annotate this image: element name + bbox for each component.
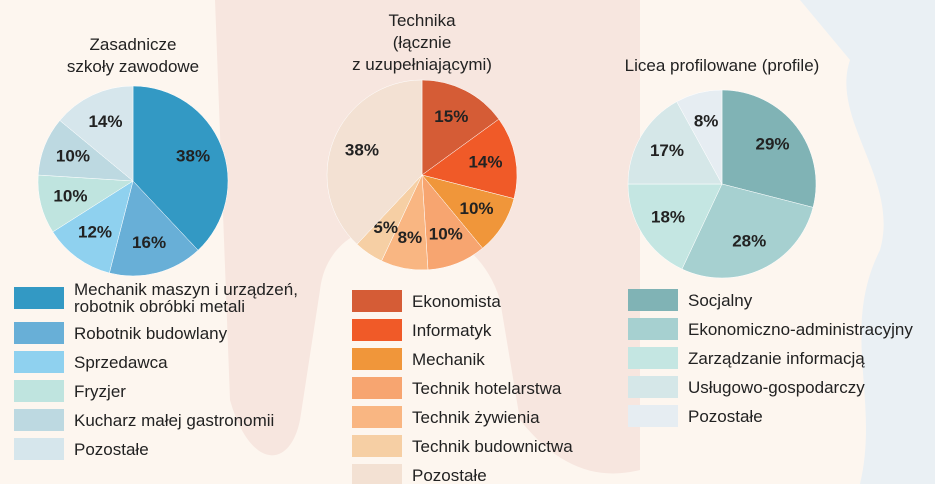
- data-label: 5%: [373, 218, 398, 237]
- legend-item: Pozostałe: [352, 464, 573, 484]
- legend-swatch: [14, 380, 64, 402]
- data-label: 29%: [755, 134, 789, 153]
- legend: Socjalny Ekonomiczno-administracyjny Zarzą…: [628, 289, 913, 427]
- legend-label: Ekonomista: [412, 291, 501, 311]
- pie-slice: [421, 118, 518, 199]
- legend-item: Kucharz małej gastronomii: [14, 409, 298, 431]
- data-label: 10%: [53, 187, 87, 206]
- chart-title: Licea profilowane (profile): [624, 56, 820, 75]
- data-label: 8%: [694, 112, 719, 131]
- legend-label: Usługowo-gospodarczy: [688, 377, 865, 397]
- legend-label: Pozostałe: [688, 406, 763, 426]
- data-label: 14%: [88, 112, 122, 131]
- legend-label: Pozostałe: [412, 465, 487, 484]
- legend-label: Kucharz małej gastronomii: [74, 410, 275, 430]
- legend-swatch: [352, 435, 402, 457]
- legend-label: Technik budownictwa: [412, 436, 573, 456]
- legend-item: Sprzedawca: [14, 351, 298, 373]
- data-label: 16%: [132, 233, 166, 252]
- data-label: 38%: [345, 141, 379, 160]
- pie-slice: [421, 79, 500, 176]
- data-label: 12%: [78, 223, 112, 242]
- data-label: 28%: [732, 231, 766, 250]
- data-label: 14%: [468, 152, 502, 171]
- legend-item: Technik żywienia: [352, 406, 573, 428]
- legend-item: Ekonomiczno-administracyjny: [628, 318, 913, 340]
- legend-swatch: [628, 347, 678, 369]
- pie-slice: [676, 89, 723, 185]
- data-label: 8%: [398, 228, 423, 247]
- pie-slice: [627, 183, 723, 270]
- legend-label: Socjalny: [688, 290, 753, 310]
- legend-swatch: [14, 438, 64, 460]
- chart-title: Technika (łącznie z uzupełniającymi): [352, 11, 492, 74]
- legend-swatch: [14, 287, 64, 309]
- legend-swatch: [628, 289, 678, 311]
- legend-item: Mechanik: [352, 348, 573, 370]
- legend-swatch: [628, 318, 678, 340]
- legend-label: Technik hotelarstwa: [412, 378, 562, 398]
- legend-item: Informatyk: [352, 319, 573, 341]
- legend-item: Pozostałe: [14, 438, 298, 460]
- legend: Ekonomista Informatyk Mechanik Technik hote…: [352, 290, 573, 484]
- data-label: 38%: [176, 147, 210, 166]
- data-label: 10%: [460, 199, 494, 218]
- legend-item: Robotnik budowlany: [14, 322, 298, 344]
- chart-title: Zasadnicze szkoły zawodowe: [66, 35, 200, 76]
- legend-label: Mechanik maszyn i urządzeń, robotnik obr…: [74, 280, 298, 316]
- legend-label: Sprzedawca: [74, 352, 168, 372]
- legend-item: Fryzjer: [14, 380, 298, 402]
- legend-item: Technik budownictwa: [352, 435, 573, 457]
- legend-swatch: [352, 377, 402, 399]
- legend-label: Technik żywienia: [412, 407, 540, 427]
- legend-swatch: [628, 376, 678, 398]
- background-map: [800, 0, 935, 484]
- legend-swatch: [14, 322, 64, 344]
- legend-label: Robotnik budowlany: [74, 323, 228, 343]
- legend-item: Zarządzanie informacją: [628, 347, 913, 369]
- data-label: 17%: [650, 141, 684, 160]
- legend-item: Pozostałe: [628, 405, 913, 427]
- legend: Mechanik maszyn i urządzeń, robotnik obr…: [14, 281, 298, 460]
- background-shape: [215, 0, 640, 474]
- legend-swatch: [352, 464, 402, 484]
- legend-swatch: [14, 351, 64, 373]
- pie-slice: [109, 180, 199, 277]
- legend-swatch: [628, 405, 678, 427]
- legend-item: Mechanik maszyn i urządzeń, robotnik obr…: [14, 281, 298, 315]
- legend-swatch: [352, 319, 402, 341]
- pie-slice: [721, 89, 817, 208]
- pie-slice: [132, 85, 229, 251]
- legend-item: Socjalny: [628, 289, 913, 311]
- pie-slice: [59, 85, 134, 182]
- legend-label: Ekonomiczno-administracyjny: [688, 319, 913, 339]
- data-label: 18%: [651, 208, 685, 227]
- pie-slice: [627, 101, 723, 185]
- pie-slice: [52, 180, 134, 274]
- legend-swatch: [352, 406, 402, 428]
- legend-item: Ekonomista: [352, 290, 573, 312]
- legend-label: Pozostałe: [74, 439, 149, 459]
- legend-swatch: [14, 409, 64, 431]
- legend-label: Fryzjer: [74, 381, 126, 401]
- legend-label: Mechanik: [412, 349, 485, 369]
- legend-swatch: [352, 348, 402, 370]
- data-label: 10%: [56, 147, 90, 166]
- data-label: 15%: [434, 107, 468, 126]
- pie-slice: [326, 79, 423, 245]
- legend-item: Technik hotelarstwa: [352, 377, 573, 399]
- legend-label: Zarządzanie informacją: [688, 348, 865, 368]
- legend-item: Usługowo-gospodarczy: [628, 376, 913, 398]
- pie-slice: [681, 183, 814, 279]
- legend-label: Informatyk: [412, 320, 492, 340]
- legend-swatch: [352, 290, 402, 312]
- data-label: 10%: [429, 225, 463, 244]
